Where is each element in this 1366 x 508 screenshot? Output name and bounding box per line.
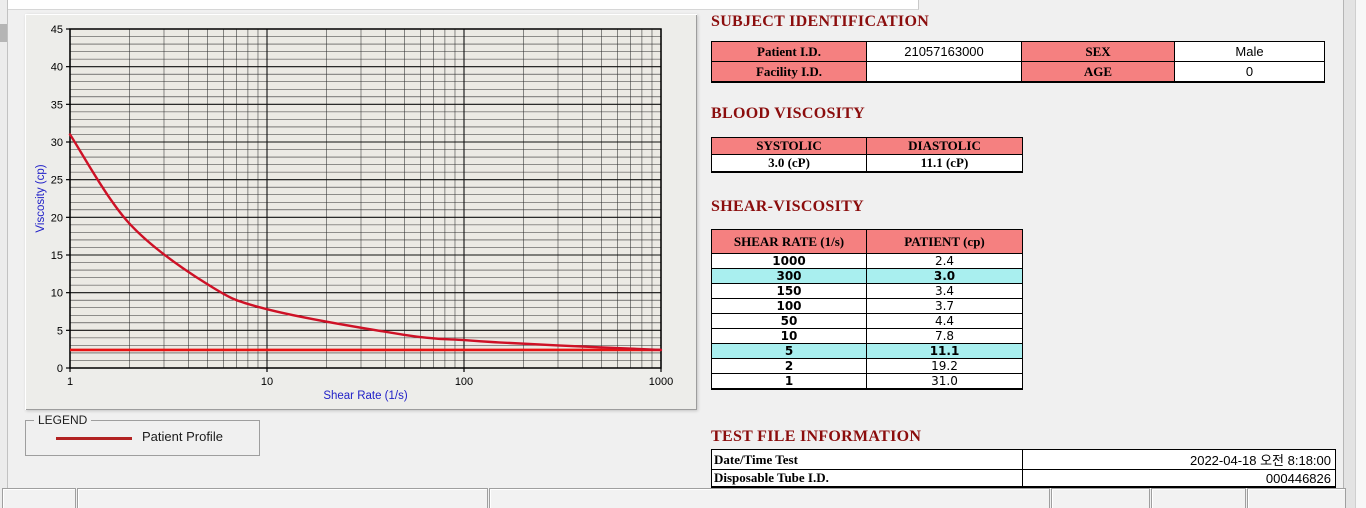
- patient-id-value: 21057163000: [866, 41, 1022, 62]
- x-axis-title: Shear Rate (1/s): [323, 390, 408, 402]
- age-label: AGE: [1021, 61, 1175, 83]
- svg-text:10: 10: [51, 288, 63, 300]
- status-bar: [0, 488, 1346, 508]
- patient-cp-column-header: PATIENT (cp): [866, 229, 1023, 254]
- shear-viscosity-table: SHEAR RATE (1/s) PATIENT (cp) 1000 2.4 300…: [711, 229, 1023, 390]
- shear-rate-cell: 150: [711, 283, 867, 299]
- scrollbar-thumb[interactable]: [0, 24, 7, 42]
- sex-label: SEX: [1021, 41, 1175, 62]
- shear-rate-cell: 1: [711, 373, 867, 390]
- table-row: 50 4.4: [711, 313, 1023, 329]
- shear-rate-cell: 300: [711, 268, 867, 284]
- age-value: 0: [1174, 61, 1325, 83]
- viscosity-chart-panel: 0 5 10 15 20 25 30 35 40 45 1 10 100 1000 Shear Rate (…: [25, 14, 697, 410]
- status-panel[interactable]: [1247, 488, 1346, 508]
- shear-rate-cell: 50: [711, 313, 867, 329]
- test-file-information-table: Date/Time Test 2022-04-18 오전 8:18:00 Dis…: [711, 449, 1336, 488]
- legend-title: LEGEND: [34, 413, 92, 427]
- status-panel[interactable]: [2, 488, 76, 508]
- svg-text:20: 20: [51, 212, 63, 224]
- table-row: Patient I.D. 21057163000 SEX Male: [711, 41, 1325, 62]
- date-time-test-label: Date/Time Test: [711, 449, 1023, 470]
- svg-text:1: 1: [67, 376, 73, 388]
- svg-text:0: 0: [57, 363, 63, 375]
- status-panel[interactable]: [1151, 488, 1246, 508]
- svg-text:15: 15: [51, 250, 63, 262]
- patient-cp-cell: 3.0: [866, 268, 1023, 284]
- facility-id-value: [866, 61, 1022, 83]
- shear-rate-column-header: SHEAR RATE (1/s): [711, 229, 867, 254]
- table-row: 10 7.8: [711, 328, 1023, 344]
- y-axis-title: Viscosity (cp): [35, 164, 47, 232]
- svg-text:25: 25: [51, 175, 63, 187]
- svg-text:45: 45: [51, 24, 63, 36]
- table-row: 150 3.4: [711, 283, 1023, 299]
- systolic-value: 3.0 (cP): [711, 154, 867, 173]
- facility-id-label: Facility I.D.: [711, 61, 867, 83]
- date-time-test-value: 2022-04-18 오전 8:18:00: [1022, 449, 1336, 470]
- window-scrollbar-right[interactable]: [1343, 0, 1356, 508]
- blood-viscosity-title: BLOOD VISCOSITY: [711, 105, 866, 122]
- table-row: Facility I.D. AGE 0: [711, 61, 1325, 83]
- patient-cp-cell: 2.4: [866, 253, 1023, 269]
- table-header-row: SHEAR RATE (1/s) PATIENT (cp): [711, 229, 1023, 254]
- shear-viscosity-body: 1000 2.4 300 3.0 150 3.4 100 3.7 50 4.4 10 7.8 5 11.1…: [711, 253, 1023, 390]
- status-panel[interactable]: [77, 488, 488, 508]
- table-row: 100 3.7: [711, 298, 1023, 314]
- patient-cp-cell: 3.7: [866, 298, 1023, 314]
- sex-value: Male: [1174, 41, 1325, 62]
- shear-viscosity-chart: 0 5 10 15 20 25 30 35 40 45 1 10 100 1000 Shear Rate (…: [25, 14, 697, 410]
- patient-cp-cell: 19.2: [866, 358, 1023, 374]
- shear-rate-cell: 2: [711, 358, 867, 374]
- disposable-tube-id-label: Disposable Tube I.D.: [711, 469, 1023, 488]
- diastolic-header: DIASTOLIC: [866, 137, 1023, 155]
- legend-box: LEGEND Patient Profile: [25, 413, 260, 456]
- patient-cp-cell: 4.4: [866, 313, 1023, 329]
- table-row: Date/Time Test 2022-04-18 오전 8:18:00: [711, 449, 1336, 470]
- chart-svg: 0 5 10 15 20 25 30 35 40 45 1 10 100 1000 Shear Rate (…: [35, 24, 673, 402]
- diastolic-value: 11.1 (cP): [866, 154, 1023, 173]
- shear-rate-cell: 1000: [711, 253, 867, 269]
- table-row: Disposable Tube I.D. 000446826: [711, 469, 1336, 488]
- svg-text:10: 10: [261, 376, 273, 388]
- shear-rate-cell: 10: [711, 328, 867, 344]
- blood-viscosity-table: SYSTOLIC DIASTOLIC 3.0 (cP) 11.1 (cP): [711, 137, 1023, 173]
- patient-id-label: Patient I.D.: [711, 41, 867, 62]
- table-row: 300 3.0: [711, 268, 1023, 284]
- shear-rate-cell: 5: [711, 343, 867, 359]
- window-edge-left: [0, 0, 8, 508]
- shear-rate-cell: 100: [711, 298, 867, 314]
- patient-cp-cell: 11.1: [866, 343, 1023, 359]
- window-edge-right: [1356, 0, 1366, 508]
- patient-profile-line-icon: [56, 437, 132, 440]
- status-panel[interactable]: [489, 488, 1050, 508]
- table-row: 2 19.2: [711, 358, 1023, 374]
- svg-text:40: 40: [51, 62, 63, 74]
- disposable-tube-id-value: 000446826: [1022, 469, 1336, 488]
- svg-text:1000: 1000: [649, 376, 673, 388]
- svg-text:5: 5: [57, 325, 63, 337]
- patient-cp-cell: 31.0: [866, 373, 1023, 390]
- legend-entry-label: Patient Profile: [142, 429, 223, 444]
- shear-viscosity-title: SHEAR-VISCOSITY: [711, 198, 864, 215]
- table-row: SYSTOLIC DIASTOLIC: [711, 137, 1023, 155]
- table-row: 1000 2.4: [711, 253, 1023, 269]
- table-row: 5 11.1: [711, 343, 1023, 359]
- subject-identification-table: Patient I.D. 21057163000 SEX Male Facili…: [711, 41, 1325, 83]
- patient-cp-cell: 7.8: [866, 328, 1023, 344]
- patient-cp-cell: 3.4: [866, 283, 1023, 299]
- table-row: 1 31.0: [711, 373, 1023, 390]
- svg-text:35: 35: [51, 99, 63, 111]
- systolic-header: SYSTOLIC: [711, 137, 867, 155]
- svg-text:100: 100: [455, 376, 473, 388]
- subject-identification-title: SUBJECT IDENTIFICATION: [711, 13, 930, 30]
- table-row: 3.0 (cP) 11.1 (cP): [711, 154, 1023, 173]
- test-file-information-title: TEST FILE INFORMATION: [711, 428, 922, 445]
- overlapped-window-edge-top: [8, 0, 919, 10]
- status-panel[interactable]: [1051, 488, 1150, 508]
- svg-text:30: 30: [51, 137, 63, 149]
